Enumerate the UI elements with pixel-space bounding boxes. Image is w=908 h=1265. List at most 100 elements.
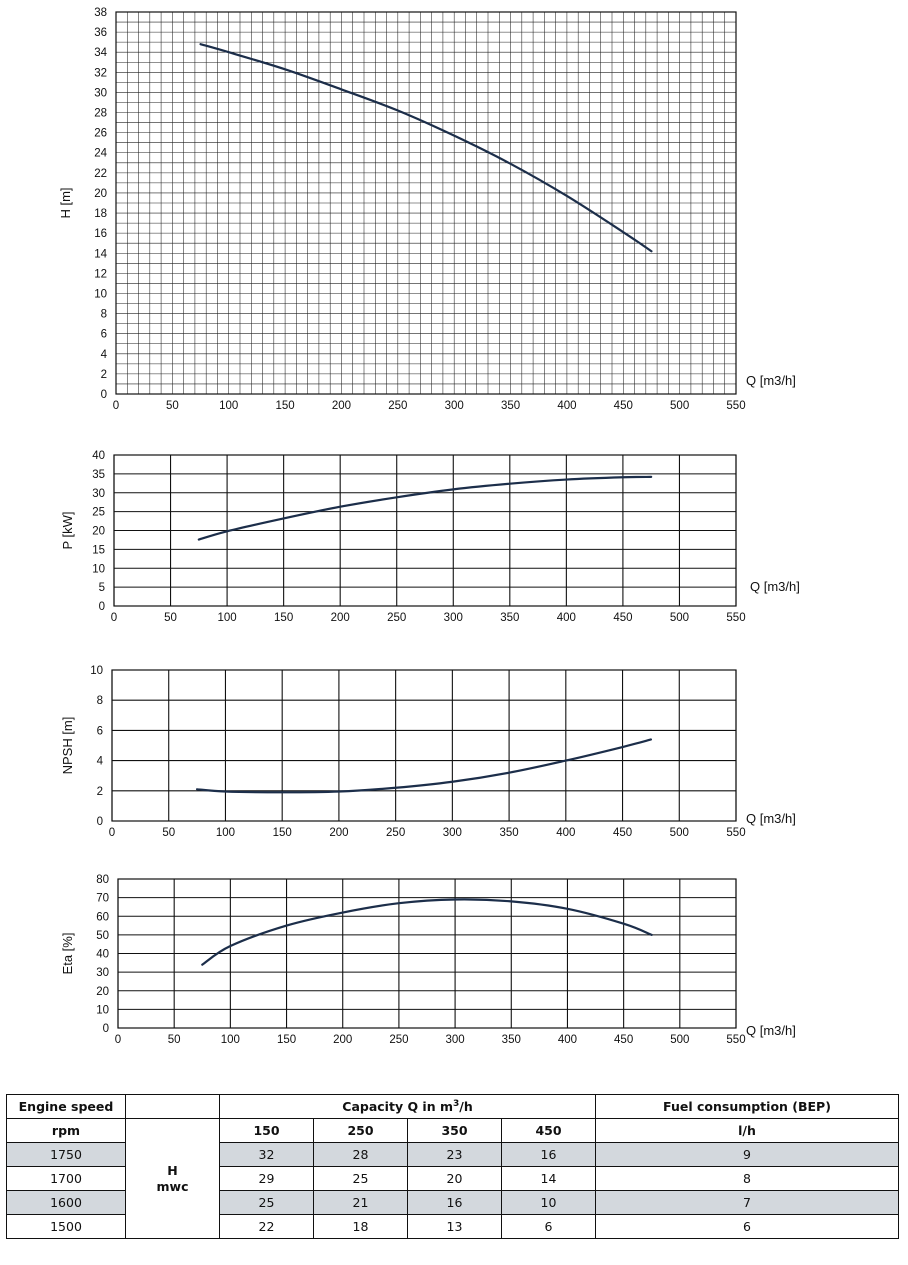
head-cell: 13 [407, 1214, 502, 1239]
x-tick-label: 50 [162, 827, 175, 839]
x-tick-label: 300 [444, 612, 463, 624]
x-tick-label: 50 [168, 1034, 181, 1046]
capacity-450-header: 450 [501, 1118, 596, 1143]
x-tick-label: 150 [277, 1034, 296, 1046]
y-tick-label: 10 [90, 665, 103, 677]
x-tick-label: 200 [333, 1034, 352, 1046]
head-cell: 6 [501, 1214, 596, 1239]
rpm-header: rpm [6, 1118, 126, 1143]
x-tick-label: 200 [332, 400, 351, 412]
x-tick-label: 500 [670, 612, 689, 624]
y-tick-label: 0 [101, 389, 107, 401]
performance-table: Engine speed Capacity Q in m3/h Fuel con… [6, 1094, 899, 1239]
y-axis-label: NPSH [m] [60, 717, 75, 775]
x-tick-label: 200 [329, 827, 348, 839]
x-tick-label: 550 [726, 400, 745, 412]
head-cell: 20 [407, 1166, 502, 1191]
x-tick-label: 0 [113, 400, 119, 412]
rpm-cell: 1700 [6, 1166, 126, 1191]
mwc-label: mwc [156, 1178, 189, 1194]
x-tick-label: 350 [499, 827, 518, 839]
head-cell: 21 [313, 1190, 408, 1215]
x-tick-label: 300 [445, 400, 464, 412]
y-tick-label: 35 [92, 469, 105, 481]
capacity-150-header: 150 [219, 1118, 314, 1143]
fuel-unit-header: l/h [595, 1118, 899, 1143]
x-tick-label: 100 [219, 400, 238, 412]
y-tick-label: 8 [97, 695, 103, 707]
y-tick-label: 12 [94, 268, 107, 280]
power-chart: 0 50 100 150 200 250 300 350 400 450 500 550 0 5 10 15 2… [60, 450, 800, 624]
x-tick-label: 500 [670, 1034, 689, 1046]
y-tick-label: 14 [94, 248, 107, 260]
y-tick-label: 30 [94, 87, 107, 99]
y-tick-label: 40 [92, 450, 105, 462]
x-tick-label: 0 [111, 612, 117, 624]
y-tick-label: 34 [94, 47, 107, 59]
fuel-cell: 8 [595, 1166, 899, 1191]
head-cell: 14 [501, 1166, 596, 1191]
x-tick-label: 150 [274, 612, 293, 624]
y-tick-label: 38 [94, 7, 107, 19]
x-tick-label: 350 [501, 400, 520, 412]
x-tick-label: 400 [557, 612, 576, 624]
fuel-cell: 9 [595, 1142, 899, 1167]
x-tick-label: 150 [273, 827, 292, 839]
x-tick-label: 300 [445, 1034, 464, 1046]
head-cell: 22 [219, 1214, 314, 1239]
plot-frame [117, 878, 737, 1029]
y-tick-label: 30 [96, 967, 109, 979]
head-cell: 25 [313, 1166, 408, 1191]
x-axis-label: Q [m3/h] [746, 373, 796, 388]
y-tick-label: 22 [94, 168, 107, 180]
y-tick-label: 60 [96, 911, 109, 923]
x-tick-label: 100 [216, 827, 235, 839]
table-row: 1500 22 18 13 6 6 [6, 1214, 899, 1239]
y-tick-label: 2 [101, 369, 107, 381]
x-tick-label: 400 [558, 1034, 577, 1046]
y-tick-label: 20 [94, 188, 107, 200]
y-axis-label: P [kW] [60, 511, 75, 549]
fuel-header: Fuel consumption (BEP) [595, 1094, 899, 1119]
x-tick-label: 450 [613, 612, 632, 624]
x-tick-label: 250 [388, 400, 407, 412]
y-tick-label: 70 [96, 893, 109, 905]
y-tick-label: 40 [96, 949, 109, 961]
head-cell: 32 [219, 1142, 314, 1167]
y-tick-label: 4 [97, 756, 104, 768]
x-tick-label: 400 [556, 827, 575, 839]
y-tick-label: 50 [96, 930, 109, 942]
x-tick-label: 250 [386, 827, 405, 839]
y-tick-label: 20 [96, 986, 109, 998]
rpm-cell: 1750 [6, 1142, 126, 1167]
head-cell: 16 [407, 1190, 502, 1215]
y-tick-label: 30 [92, 488, 105, 500]
blank-header-cell [125, 1094, 220, 1119]
y-tick-label: 4 [101, 349, 108, 361]
capacity-250-header: 250 [313, 1118, 408, 1143]
y-tick-label: 80 [96, 874, 109, 886]
x-tick-label: 300 [443, 827, 462, 839]
x-axis-label: Q [m3/h] [746, 811, 796, 826]
y-tick-label: 5 [99, 582, 105, 594]
y-tick-label: 24 [94, 148, 107, 160]
x-tick-label: 450 [614, 1034, 633, 1046]
y-tick-label: 0 [103, 1023, 109, 1035]
head-cell: 16 [501, 1142, 596, 1167]
x-tick-label: 450 [613, 827, 632, 839]
y-tick-label: 10 [96, 1004, 109, 1016]
y-tick-label: 16 [94, 228, 107, 240]
x-tick-label: 100 [217, 612, 236, 624]
y-tick-label: 0 [99, 601, 105, 613]
x-tick-label: 550 [726, 612, 745, 624]
x-tick-label: 150 [275, 400, 294, 412]
y-tick-label: 8 [101, 309, 107, 321]
fuel-cell: 6 [595, 1214, 899, 1239]
capacity-header-sup: 3 [452, 1098, 460, 1109]
y-tick-label: 18 [94, 208, 107, 220]
head-cell: 23 [407, 1142, 502, 1167]
y-tick-label: 0 [97, 816, 103, 828]
capacity-header-unit: /h [459, 1099, 473, 1115]
x-tick-label: 350 [500, 612, 519, 624]
